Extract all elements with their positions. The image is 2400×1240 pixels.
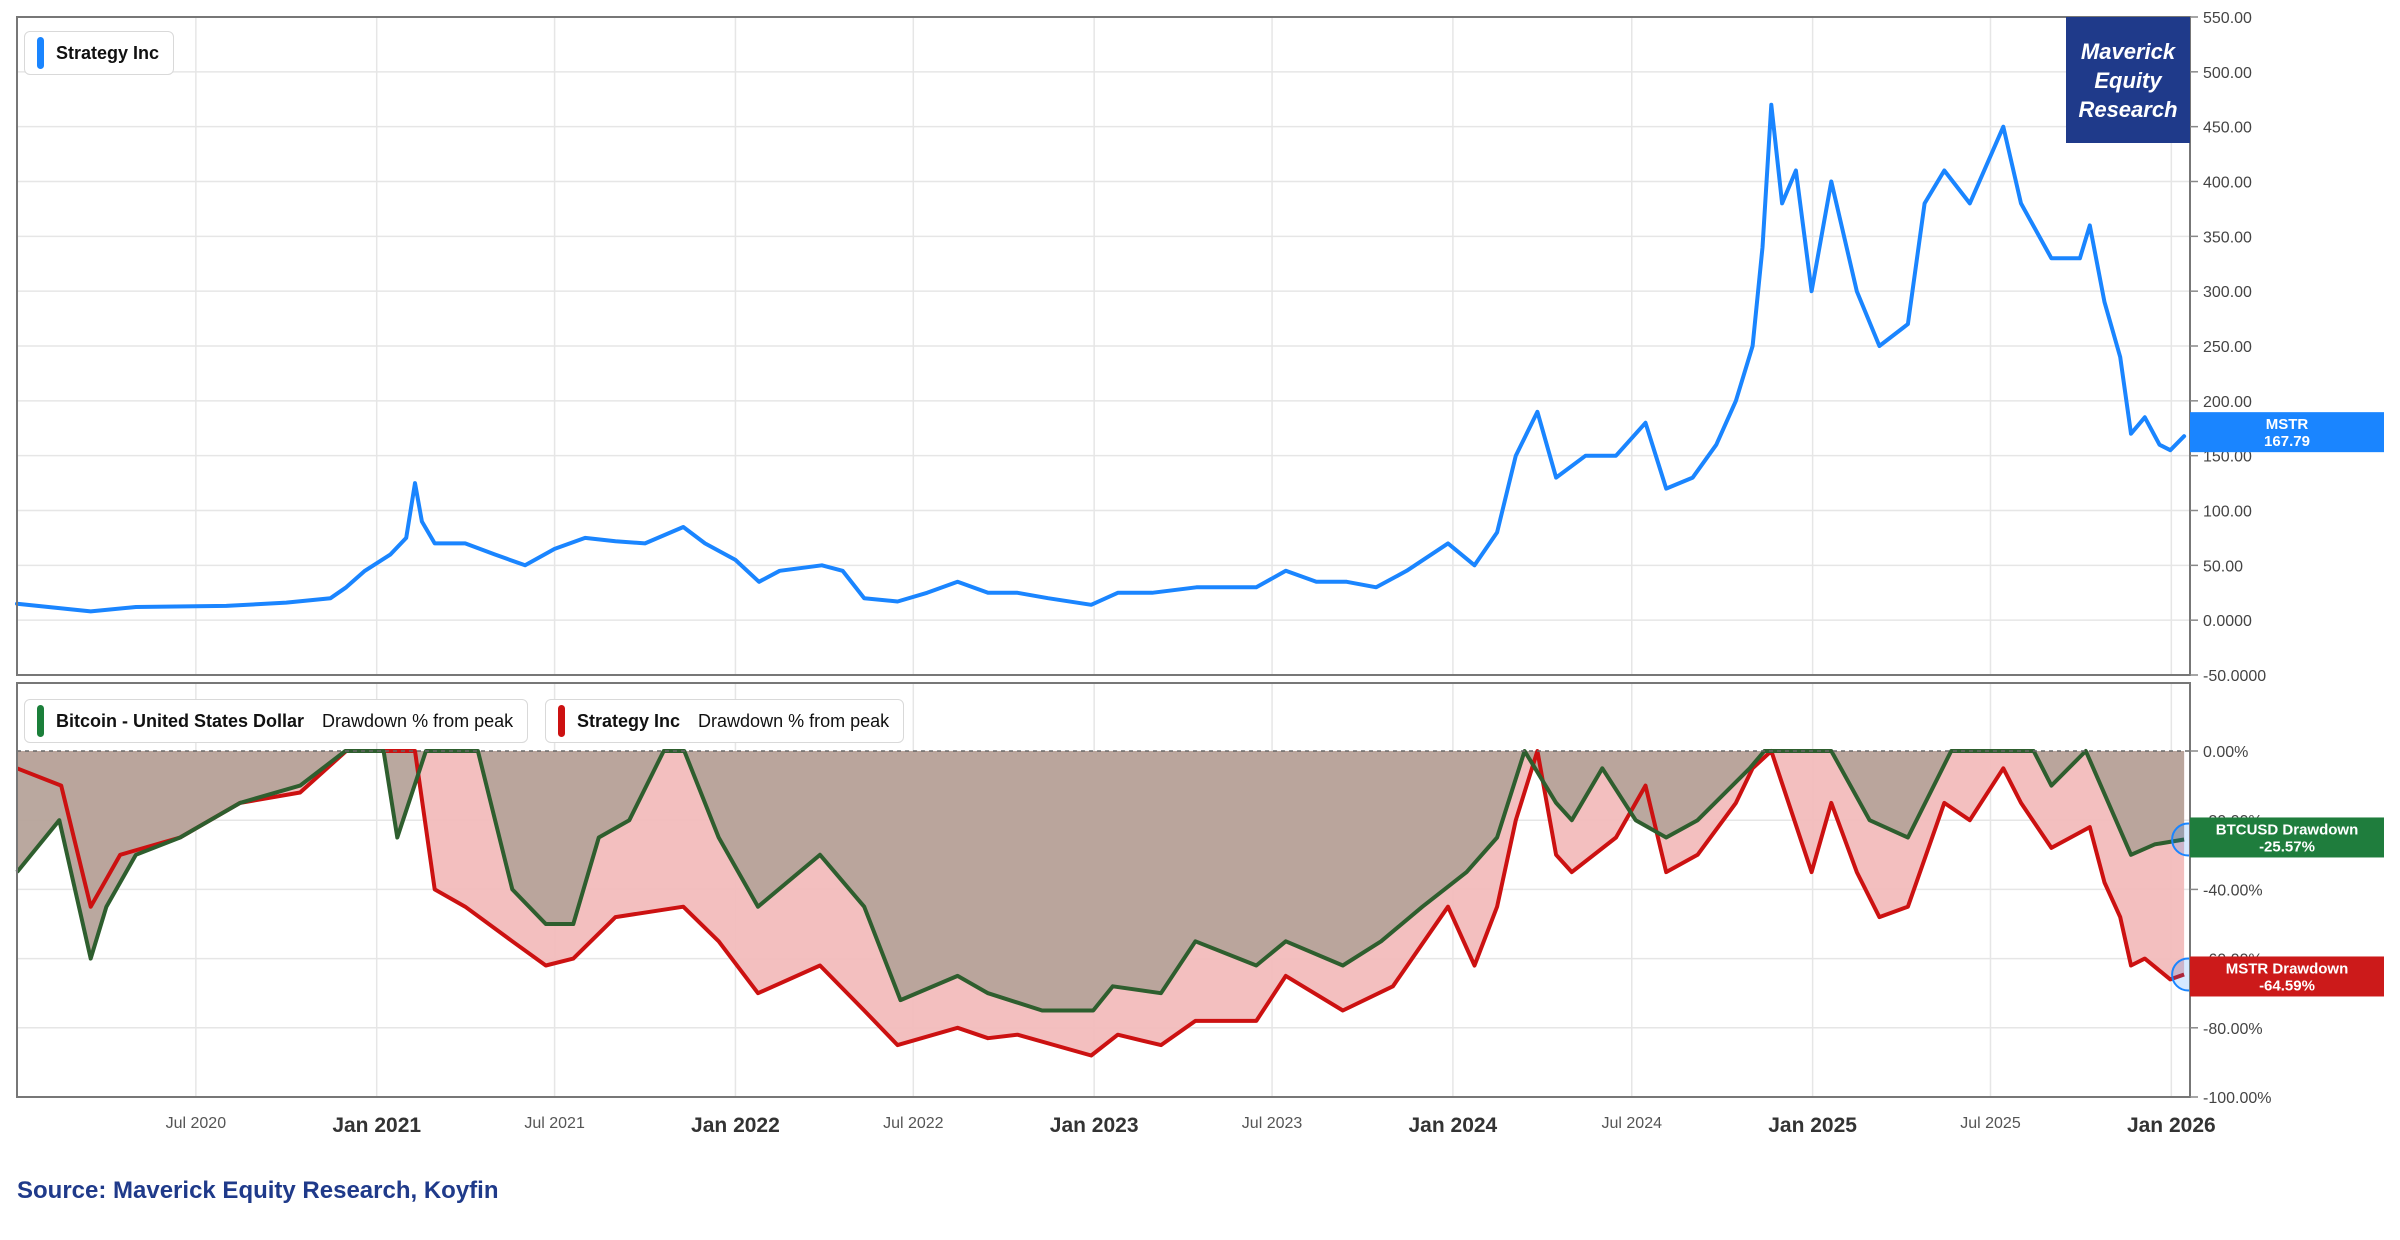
- mstr-drawdown-tag-name: MSTR Drawdown: [2226, 960, 2349, 977]
- price-y-tick-label: 500.00: [2203, 65, 2252, 82]
- mstr-drawdown-tag-box: [2190, 956, 2384, 997]
- x-tick-label: Jan 2026: [2127, 1114, 2216, 1137]
- legend-price[interactable]: Strategy Inc: [24, 31, 175, 75]
- drawdown-y-tick-label: -40.00%: [2203, 882, 2263, 899]
- price-y-tick-label: 450.00: [2203, 120, 2252, 137]
- btc-drawdown-tag-box: [2190, 817, 2384, 858]
- price-y-tick-label: 350.00: [2203, 229, 2252, 246]
- legend-subtitle-mstr: Drawdown % from peak: [698, 710, 890, 731]
- x-tick-label: Jan 2025: [1768, 1114, 1857, 1137]
- x-tick-label: Jul 2020: [166, 1115, 227, 1132]
- price-y-tick-label: 200.00: [2203, 394, 2252, 411]
- price-y-tick-label: 150.00: [2203, 449, 2252, 466]
- series-line-btc-drawdown: [15, 749, 2185, 1013]
- price-y-tick-label: 300.00: [2203, 284, 2252, 301]
- price-y-tick-label: 100.00: [2203, 504, 2252, 521]
- btc-drawdown-tag-name: BTCUSD Drawdown: [2216, 821, 2359, 838]
- x-tick-label: Jan 2022: [691, 1114, 780, 1137]
- price-y-tick-label: 0.0000: [2203, 613, 2252, 630]
- x-tick-label: Jul 2021: [524, 1115, 585, 1132]
- price-y-tick-label: 550.00: [2203, 10, 2252, 27]
- x-tick-label: Jul 2023: [1242, 1115, 1303, 1132]
- mstr-drawdown-tag-value: -64.59%: [2259, 977, 2315, 994]
- mstr-price-tag-value: 167.79: [2264, 433, 2310, 450]
- legend-name-strategy: Strategy Inc: [56, 42, 160, 63]
- x-tick-label: Jan 2024: [1409, 1114, 1498, 1137]
- source-caption: Source: Maverick Equity Research, Koyfin: [17, 1177, 499, 1204]
- x-tick-label: Jul 2024: [1602, 1115, 1663, 1132]
- mstr-price-tag-box: [2190, 412, 2384, 453]
- x-tick-label: Jul 2022: [883, 1115, 944, 1132]
- brand-logo: Maverick Equity Research: [2066, 17, 2190, 143]
- x-tick-label: Jan 2021: [332, 1114, 421, 1137]
- axis-labels: Jul 2020 Jan 2021 Jul 2021 Jan 2022 Jul 2022…: [166, 10, 2272, 1137]
- btc-drawdown-tag-value: -25.57%: [2259, 838, 2315, 855]
- mstr-price-tag-name: MSTR: [2266, 416, 2309, 433]
- x-tick-label: Jul 2025: [1960, 1115, 2021, 1132]
- drawdown-y-tick-label: -100.00%: [2203, 1090, 2272, 1107]
- price-y-tick-label: 400.00: [2203, 175, 2252, 192]
- drawdown-y-tick-label: 0.00%: [2203, 744, 2248, 761]
- x-tick-label: Jan 2023: [1050, 1114, 1139, 1137]
- price-y-tick-label: -50.0000: [2203, 668, 2266, 685]
- legend-btc-drawdown[interactable]: Bitcoin - United States Dollar Drawdown …: [24, 699, 529, 743]
- drawdown-series-layer: [15, 749, 2206, 1058]
- price-series-layer: [15, 102, 2187, 614]
- price-y-tick-label: 50.00: [2203, 558, 2243, 575]
- legend-swatch-mstr: [558, 705, 565, 737]
- series-line-strategy-inc: [15, 102, 2187, 614]
- legend-swatch-strategy: [37, 37, 44, 69]
- series-line-mstr-drawdown: [16, 749, 2185, 1058]
- area-fill-btc-drawdown: [17, 751, 2185, 1011]
- drawdown-y-tick-label: -80.00%: [2203, 1021, 2263, 1038]
- brand-text: Maverick Equity Research: [2078, 38, 2178, 122]
- legend-swatch-btc: [37, 705, 44, 737]
- legend-mstr-drawdown[interactable]: Strategy Inc Drawdown % from peak: [545, 699, 905, 743]
- legend-name-btc: Bitcoin - United States Dollar: [56, 710, 305, 731]
- price-y-tick-label: 250.00: [2203, 339, 2252, 356]
- legend-subtitle-btc: Drawdown % from peak: [322, 710, 514, 731]
- legend-name-mstr: Strategy Inc: [577, 710, 681, 731]
